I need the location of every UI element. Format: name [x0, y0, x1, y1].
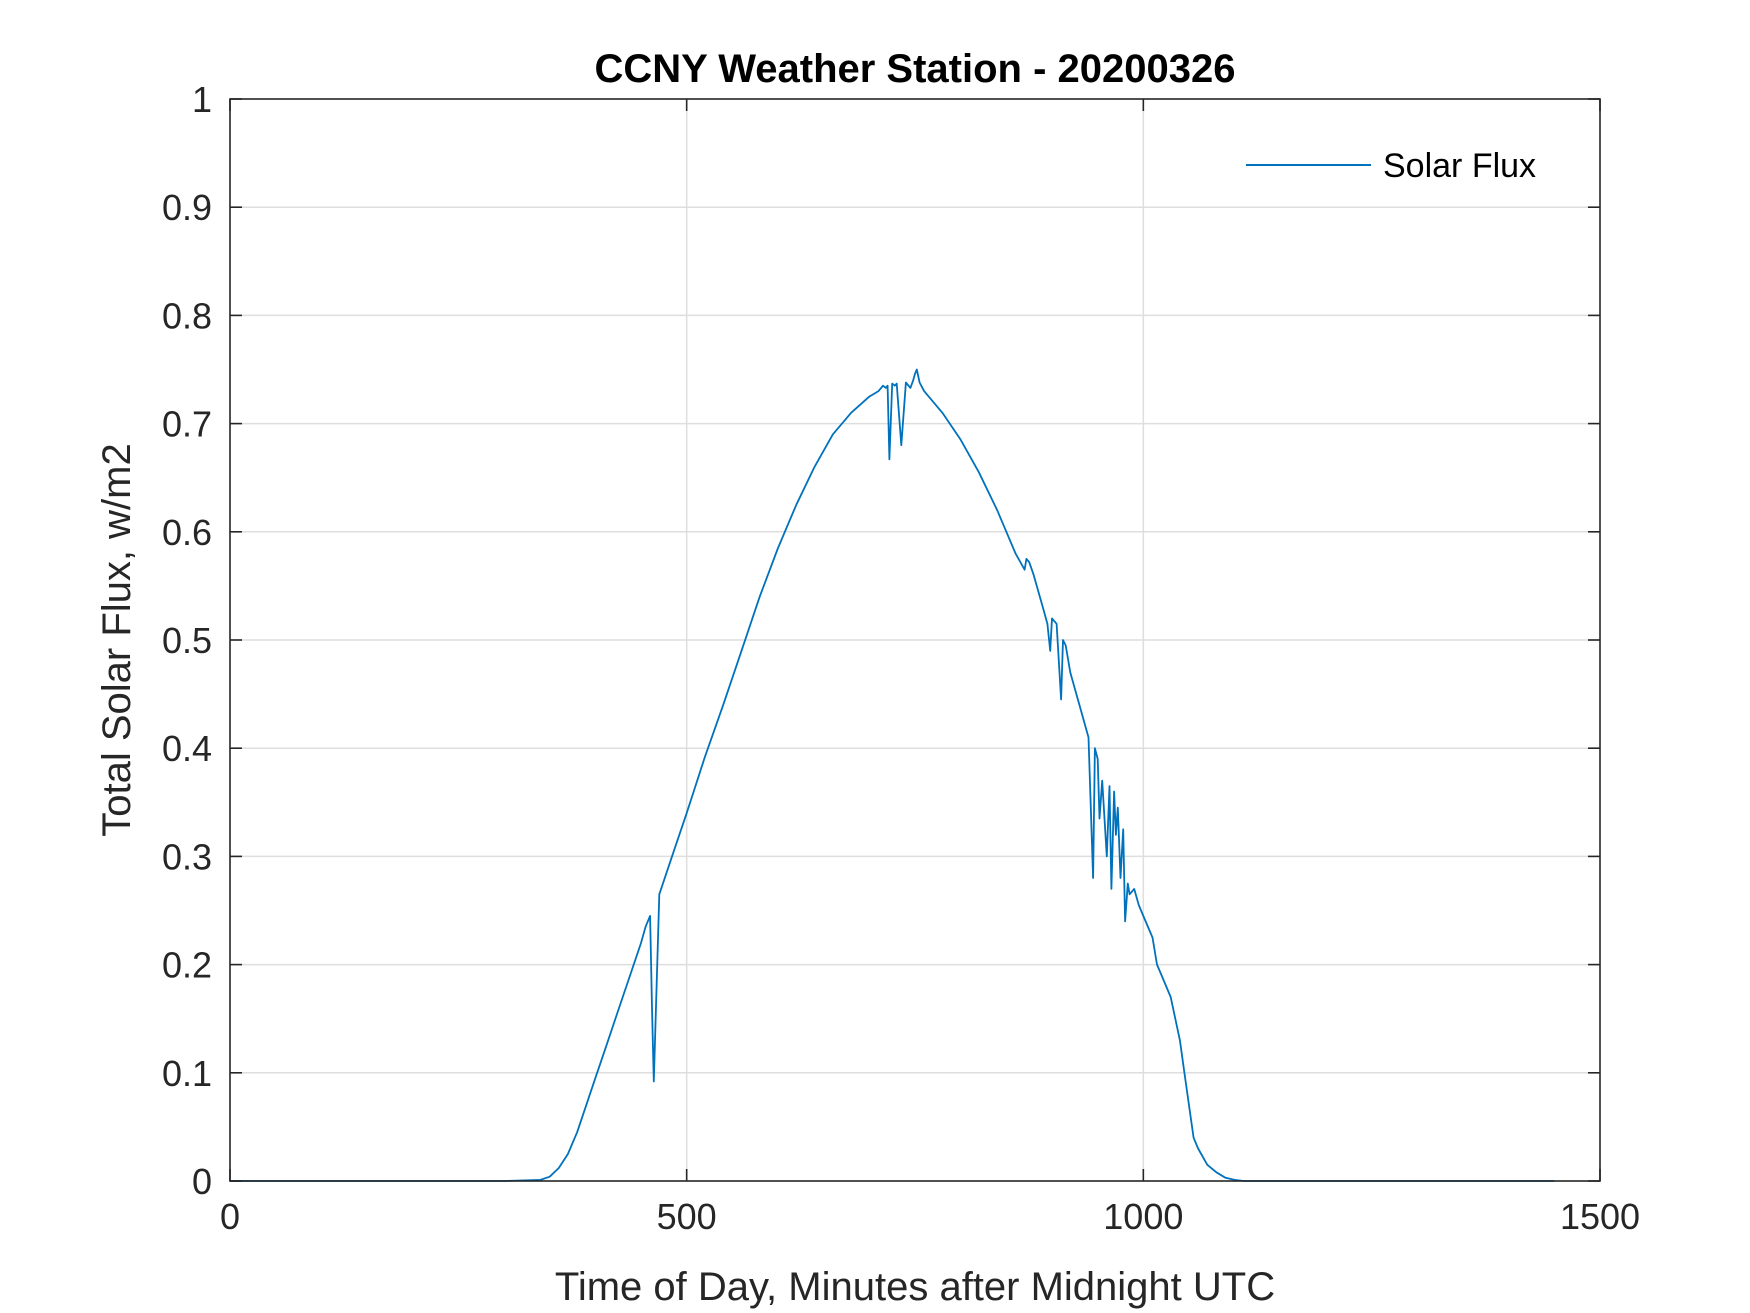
x-axis-label: Time of Day, Minutes after Midnight UTC	[555, 1265, 1275, 1309]
y-tick-label: 0	[192, 1161, 212, 1202]
y-tick-label: 0.3	[162, 836, 212, 877]
y-tick-label: 0.7	[162, 404, 212, 445]
y-tick-label: 0.1	[162, 1053, 212, 1094]
series-line-solar-flux	[230, 368, 1555, 1182]
y-tick-label: 1	[192, 79, 212, 120]
y-tick-label: 0.6	[162, 512, 212, 553]
y-axis-label: Total Solar Flux, w/m2	[95, 443, 139, 836]
legend-label-solar-flux: Solar Flux	[1383, 147, 1536, 185]
x-tick-label: 1500	[1560, 1196, 1640, 1237]
series-layer	[230, 368, 1555, 1182]
y-tick-label: 0.8	[162, 295, 212, 336]
y-tick-label: 0.4	[162, 728, 212, 769]
y-tick-labels: 0 0.1 0.2 0.3 0.4 0.5 0.6 0.7 0.8 0.9 1	[162, 79, 212, 1202]
y-tick-label: 0.2	[162, 945, 212, 986]
legend: Solar Flux	[1246, 147, 1536, 185]
chart-title: CCNY Weather Station - 20200326	[595, 47, 1236, 91]
x-tick-label: 0	[220, 1196, 240, 1237]
ticks	[229, 98, 1601, 1182]
x-tick-labels: 0 500 1000 1500	[220, 1196, 1640, 1237]
x-tick-label: 1000	[1103, 1196, 1183, 1237]
x-tick-label: 500	[657, 1196, 717, 1237]
grid	[230, 99, 1600, 1181]
y-tick-label: 0.5	[162, 620, 212, 661]
y-tick-label: 0.9	[162, 187, 212, 228]
